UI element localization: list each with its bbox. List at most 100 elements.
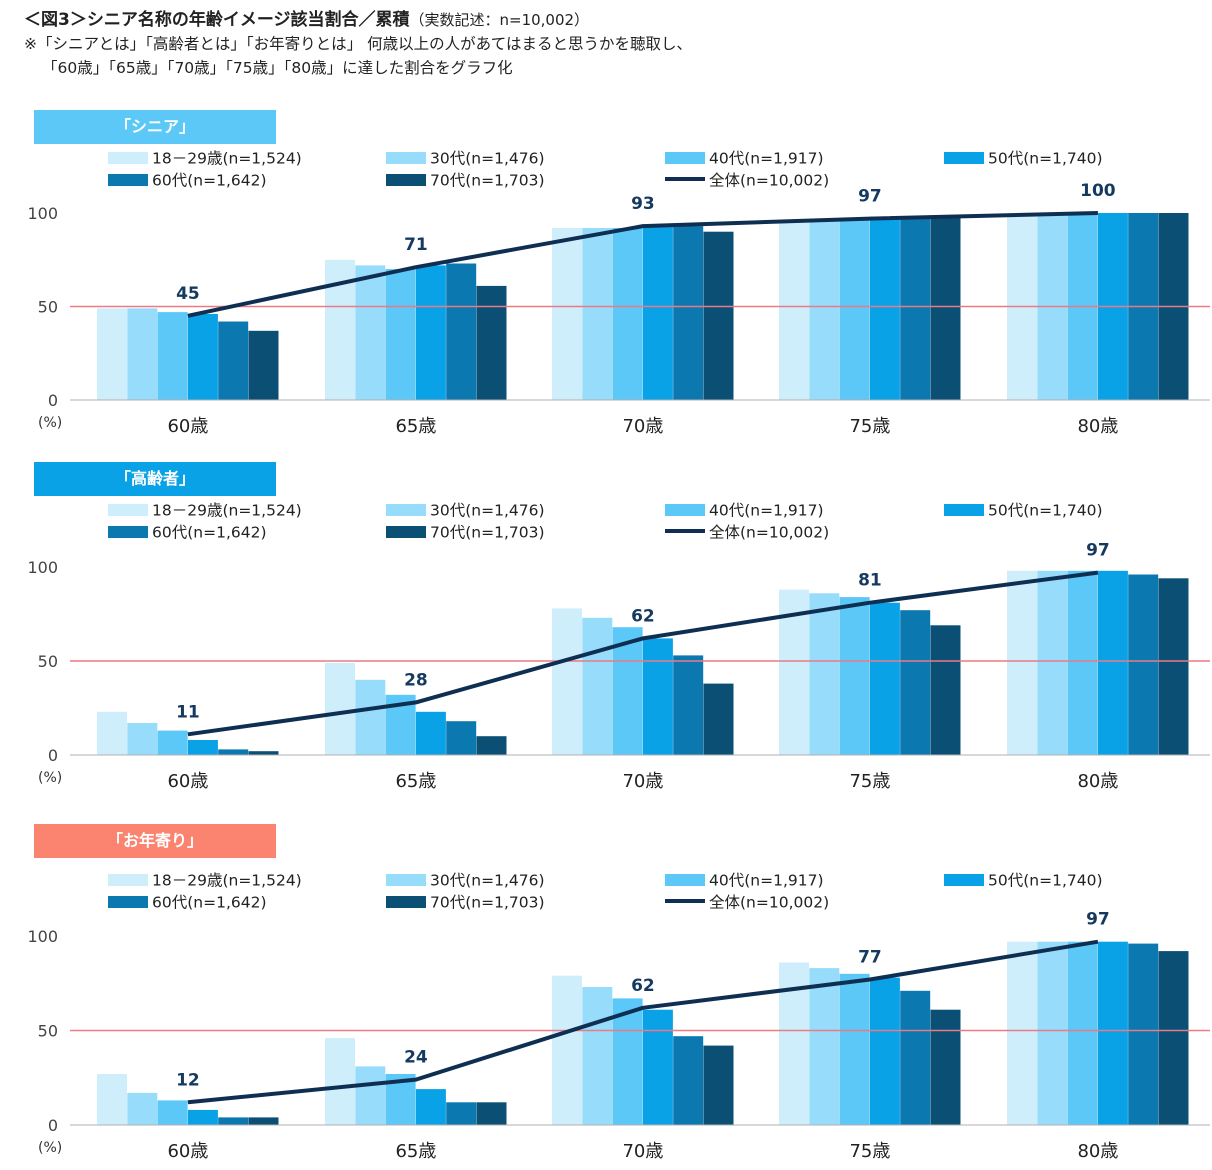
legend-label: 70代(n=1,703) (430, 893, 545, 912)
bar (703, 683, 734, 755)
legend-item-60s: 60代(n=1,642) (108, 169, 267, 191)
y-unit-label: (%) (38, 415, 62, 431)
legend-item-70s: 70代(n=1,703) (386, 169, 545, 191)
bar (1037, 570, 1068, 755)
y-tick-label: 50 (38, 1022, 58, 1041)
bar (385, 269, 416, 400)
bar (930, 1009, 961, 1125)
bar (869, 602, 900, 755)
legend-swatch (944, 151, 984, 164)
bar (325, 1038, 355, 1125)
legend-swatch (108, 525, 148, 538)
bar (187, 740, 218, 755)
category-label: 70歳 (622, 1141, 663, 1162)
bar (809, 593, 840, 755)
legend-item-18-29: 18－29歳(n=1,524) (108, 869, 302, 891)
legend-item-40s: 40代(n=1,917) (665, 147, 824, 169)
bar (839, 218, 870, 400)
bar (97, 1074, 127, 1125)
total-data-label: 12 (176, 1070, 200, 1090)
legend-item-50s: 50代(n=1,740) (944, 499, 1103, 521)
bar (642, 226, 673, 400)
bar (703, 1045, 734, 1125)
bar (476, 285, 507, 400)
total-data-label: 81 (858, 571, 882, 591)
legend-item-30s: 30代(n=1,476) (386, 147, 545, 169)
legend-swatch-line (665, 898, 705, 903)
section-label-koureisha: 「高齢者」 (34, 462, 276, 496)
legend-label: 18－29歳(n=1,524) (152, 871, 302, 890)
bar (1007, 941, 1037, 1125)
bar (127, 308, 158, 400)
total-data-label: 11 (176, 702, 200, 722)
y-unit-label: (%) (38, 1140, 62, 1156)
bar (218, 1117, 249, 1125)
legend-swatch (108, 895, 148, 908)
note-line-1: ※「シニアとは」「高齢者とは」「お年寄りとは」 何歳以上の人があてはまると思うか… (24, 35, 692, 53)
category-label: 60歳 (167, 1141, 208, 1162)
legend-swatch (665, 151, 705, 164)
legend-swatch (386, 873, 426, 886)
bar (248, 1117, 279, 1125)
total-line (187, 570, 1099, 737)
category-label: 75歳 (849, 771, 890, 792)
bar (809, 220, 840, 400)
total-data-label: 77 (858, 947, 882, 967)
legend-item-30s: 30代(n=1,476) (386, 499, 545, 521)
bar (1158, 578, 1189, 755)
chart-svg-senior: 0 50 100 (%) 60歳 65歳 70歳 75歳 80歳 45 71 93 97 100 (27, 181, 1210, 437)
bar (355, 265, 386, 400)
legend-label: 50代(n=1,740) (988, 501, 1103, 520)
bar (642, 638, 673, 755)
legend-swatch (944, 873, 984, 886)
figure-header: ＜図3＞シニア名称の年齢イメージ該当割合／累積（実数記述：n=10,002） ※… (24, 8, 1204, 80)
bar (552, 975, 582, 1125)
total-line (187, 939, 1099, 1105)
bar (157, 1100, 188, 1125)
legend-item-50s: 50代(n=1,740) (944, 147, 1103, 169)
category-label: 75歳 (849, 1141, 890, 1162)
bar (157, 312, 188, 400)
bar (187, 1109, 218, 1125)
legend-label: 40代(n=1,917) (709, 871, 824, 890)
total-data-label: 97 (1086, 910, 1110, 930)
chart-svg-otoshiyori: 0 50 100 (%) 60歳 65歳 70歳 75歳 80歳 12 24 62 77 97 (27, 910, 1210, 1162)
bar (1007, 570, 1037, 755)
bar (248, 330, 279, 400)
y-tick-label: 0 (48, 746, 58, 765)
legend-label: 70代(n=1,703) (430, 523, 545, 542)
bar (218, 321, 249, 400)
legend-label: 70代(n=1,703) (430, 171, 545, 190)
bar (218, 749, 249, 755)
bar (476, 736, 507, 755)
total-line (187, 211, 1098, 318)
category-label: 75歳 (849, 416, 890, 437)
figure-subtitle: （実数記述：n=10,002） (409, 11, 590, 29)
bar (703, 231, 734, 400)
bar (127, 723, 158, 755)
category-label: 60歳 (167, 416, 208, 437)
legend-item-60s: 60代(n=1,642) (108, 891, 267, 913)
y-unit-label: (%) (38, 770, 62, 786)
legend-item-70s: 70代(n=1,703) (386, 521, 545, 543)
category-label: 80歳 (1077, 1141, 1118, 1162)
bar (642, 1009, 673, 1125)
bar (673, 1036, 704, 1125)
bar (839, 597, 870, 755)
bar (127, 1092, 158, 1125)
category-label: 70歳 (622, 416, 663, 437)
bar (248, 751, 279, 755)
legend-item-18-29: 18－29歳(n=1,524) (108, 147, 302, 169)
total-data-label: 28 (404, 670, 428, 690)
bar (1128, 943, 1159, 1125)
bar (476, 1102, 507, 1125)
bar (552, 228, 582, 400)
legend-label: 30代(n=1,476) (430, 501, 545, 520)
section-label-senior: 「シニア」 (34, 110, 276, 144)
legend-swatch (386, 173, 426, 186)
bar (673, 655, 704, 755)
legend-swatch (386, 151, 426, 164)
legend-label: 全体(n=10,002) (709, 523, 830, 542)
bar (582, 617, 613, 755)
bar (325, 662, 355, 755)
